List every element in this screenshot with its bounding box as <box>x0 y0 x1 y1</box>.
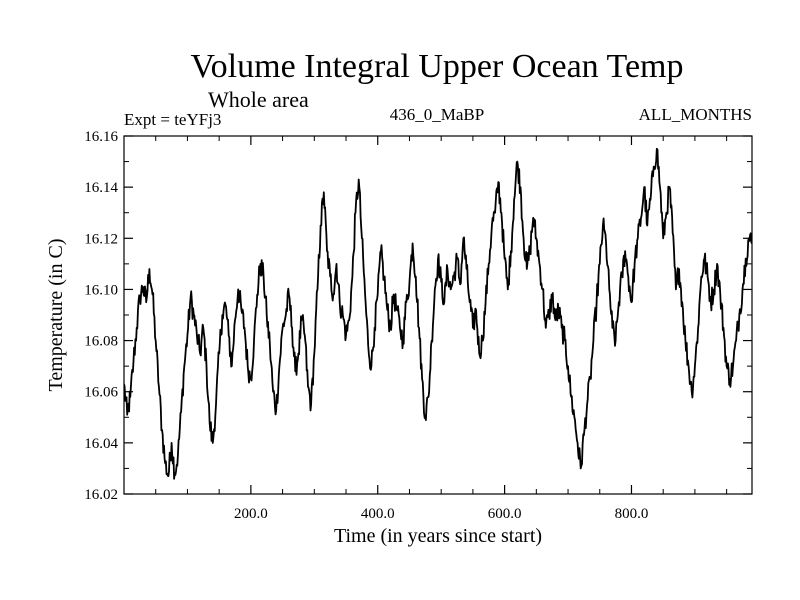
y-tick-label: 16.10 <box>84 282 118 298</box>
x-axis-label: Time (in years since start) <box>334 525 542 547</box>
y-axis-ticks: 16.02 16.04 16.06 16.08 16.10 16.12 16.14 16.16 <box>84 129 752 503</box>
y-tick-label: 16.06 <box>84 385 118 401</box>
chart-subtitle: Whole area <box>208 87 309 112</box>
chart-title: Volume Integral Upper Ocean Temp <box>191 48 684 85</box>
y-tick-label: 16.08 <box>84 334 118 350</box>
x-tick-label: 800.0 <box>615 506 649 522</box>
x-tick-label: 200.0 <box>234 506 268 522</box>
months-label: ALL_MONTHS <box>639 105 752 124</box>
y-axis-label: Temperature (in C) <box>45 239 67 392</box>
experiment-label: Expt = teYFj3 <box>124 110 221 129</box>
y-tick-label: 16.04 <box>84 436 118 452</box>
y-tick-label: 16.16 <box>84 129 118 145</box>
period-label: 436_0_MaBP <box>390 105 484 124</box>
x-axis-ticks: 200.0 400.0 600.0 800.0 <box>155 136 728 522</box>
plot-frame <box>123 135 753 495</box>
temperature-series-line <box>124 147 752 480</box>
x-tick-label: 600.0 <box>488 506 522 522</box>
x-tick-label: 400.0 <box>361 506 395 522</box>
y-tick-label: 16.02 <box>84 487 118 503</box>
y-tick-label: 16.14 <box>84 180 118 196</box>
y-tick-label: 16.12 <box>84 231 118 247</box>
